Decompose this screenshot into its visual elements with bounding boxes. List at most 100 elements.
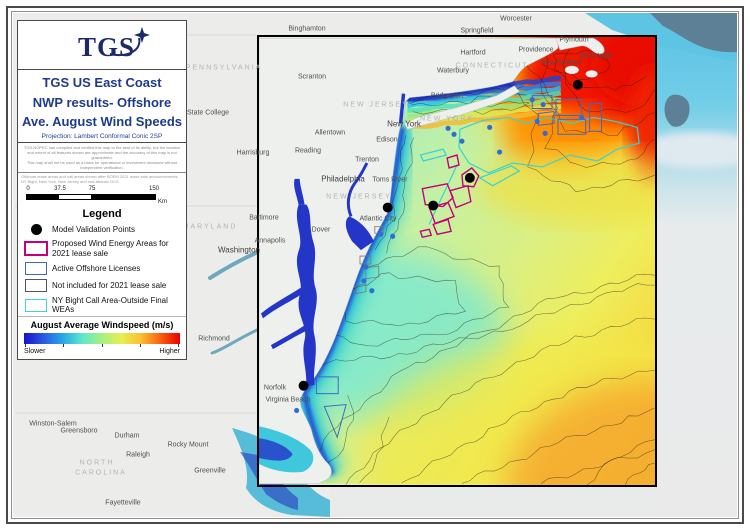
license-point (363, 264, 369, 270)
wea-swatch (24, 241, 48, 257)
warm-orange-corner (506, 379, 655, 485)
license-point (361, 278, 367, 284)
legend-item-nybight: NY Bight Call Area-Outside Final WEAs (18, 294, 186, 316)
ny-bight-swatch (25, 298, 47, 312)
contour-line (542, 63, 647, 91)
disclaimer-line1: TGS-NOPEC has compiled and verified this… (23, 144, 181, 160)
legend-item-licenses: Active Offshore Licenses (18, 260, 186, 277)
logo-star-icon (134, 27, 150, 43)
colorbar-box: August Average Windspeed (m/s) Slower Hi… (18, 316, 186, 359)
license-point (378, 231, 384, 237)
contour-line (552, 49, 610, 80)
chesapeake-bay (296, 204, 317, 387)
cape-cod (555, 38, 605, 55)
hudson-river (398, 93, 406, 124)
title-box: TGS US East Coast NWP results- Offshore … (18, 70, 186, 143)
validation-point (428, 200, 439, 211)
license-points-layer (294, 97, 585, 414)
license-point (294, 407, 300, 414)
legend-title: Legend (82, 208, 122, 221)
colorbar-title: August Average Windspeed (m/s) (30, 320, 174, 331)
shore-band (407, 97, 562, 119)
contour-line (288, 273, 655, 484)
legend-item-wea: Proposed Wind Energy Areas for 2021 leas… (18, 237, 186, 259)
legend-label: Proposed Wind Energy Areas for 2021 leas… (52, 239, 169, 258)
license-point (390, 233, 396, 239)
license-point (579, 114, 585, 121)
contour-line (625, 462, 655, 485)
map-title-line2: NWP results- Offshore (32, 94, 172, 110)
scale-bar-segments (26, 194, 156, 201)
scale-bar: 0 37.5 75 150 Km (26, 186, 178, 206)
contour-line (562, 40, 655, 113)
scale-unit: Km (158, 199, 167, 206)
legend-item-validation: Model Validation Points (18, 222, 186, 237)
validation-point (298, 380, 309, 391)
license-point (540, 102, 546, 108)
legend-label: Not included for 2021 lease sale (52, 280, 167, 290)
windspeed-raster (259, 37, 655, 485)
nova-scotia-land (650, 13, 737, 53)
colorbar-ticks (24, 344, 180, 348)
long-island (404, 85, 520, 130)
scale-tick-3: 150 (148, 186, 160, 193)
potomac-river (208, 250, 260, 280)
rappahannock (270, 325, 308, 350)
license-swatch (25, 261, 47, 275)
disclaimer-box: TGS-NOPEC has compiled and verified this… (18, 143, 186, 174)
credits-line: Offshore lease areas and call areas show… (21, 174, 179, 185)
nantucket (585, 70, 598, 78)
scale-tick-1: 37.5 (54, 186, 66, 193)
tgs-logo-text: TGS (78, 32, 135, 62)
proposed-wind-energy-areas (419, 154, 480, 239)
contour-line (374, 135, 406, 250)
delaware-bay (345, 216, 374, 251)
contour-line (520, 53, 654, 168)
tgs-logo: TGS (78, 27, 150, 62)
delaware-river (346, 162, 369, 218)
validation-point (382, 202, 393, 213)
contour-line (259, 283, 655, 379)
contour-lines (259, 40, 655, 485)
validation-point (572, 79, 583, 90)
validation-points-layer (298, 79, 583, 391)
not-included-areas (355, 225, 385, 295)
coastal-band (290, 125, 416, 480)
frame-land (259, 38, 605, 484)
study-area-frame (257, 35, 657, 487)
colorbar-slower-label: Slower (24, 348, 46, 356)
atlantic-bathymetry (656, 13, 737, 517)
license-point (496, 149, 503, 155)
license-point (529, 97, 535, 103)
potomac (260, 287, 303, 319)
license-point (534, 118, 540, 124)
james-river (210, 328, 259, 355)
license-point (445, 125, 451, 131)
marthas-vineyard (564, 65, 580, 75)
colorbar-gradient (24, 333, 180, 345)
validation-point-swatch (30, 224, 42, 236)
ny-bight-call-area (419, 116, 640, 225)
disclaimer-line2: This map shall not be used as a basis fo… (26, 160, 178, 171)
contour-line (494, 67, 655, 192)
legend-label: NY Bight Call Area-Outside Final WEAs (52, 295, 168, 314)
contour-line (359, 416, 390, 483)
legend-item-notincluded: Not included for 2021 lease sale (18, 277, 186, 294)
map-title-line1: TGS US East Coast (42, 75, 162, 90)
shore-band (407, 85, 562, 109)
contour-line (540, 46, 655, 137)
ocean-pale-bottom (330, 489, 656, 516)
colorbar-higher-label: Higher (159, 348, 180, 356)
scale-tick-2: 75 (88, 186, 96, 193)
contour-line (305, 246, 510, 347)
contour-line (401, 369, 655, 483)
mid-yellow-band (476, 149, 655, 225)
contour-line (540, 449, 655, 484)
cape-sable-land (664, 94, 690, 127)
contour-line (461, 407, 655, 484)
logo-swoosh (109, 37, 141, 56)
not-included-swatch (25, 278, 47, 292)
validation-point (464, 172, 475, 183)
projection-note: Projection: Lambert Conformal Conic 2SP (41, 132, 163, 140)
albemarle-sound (259, 438, 293, 461)
